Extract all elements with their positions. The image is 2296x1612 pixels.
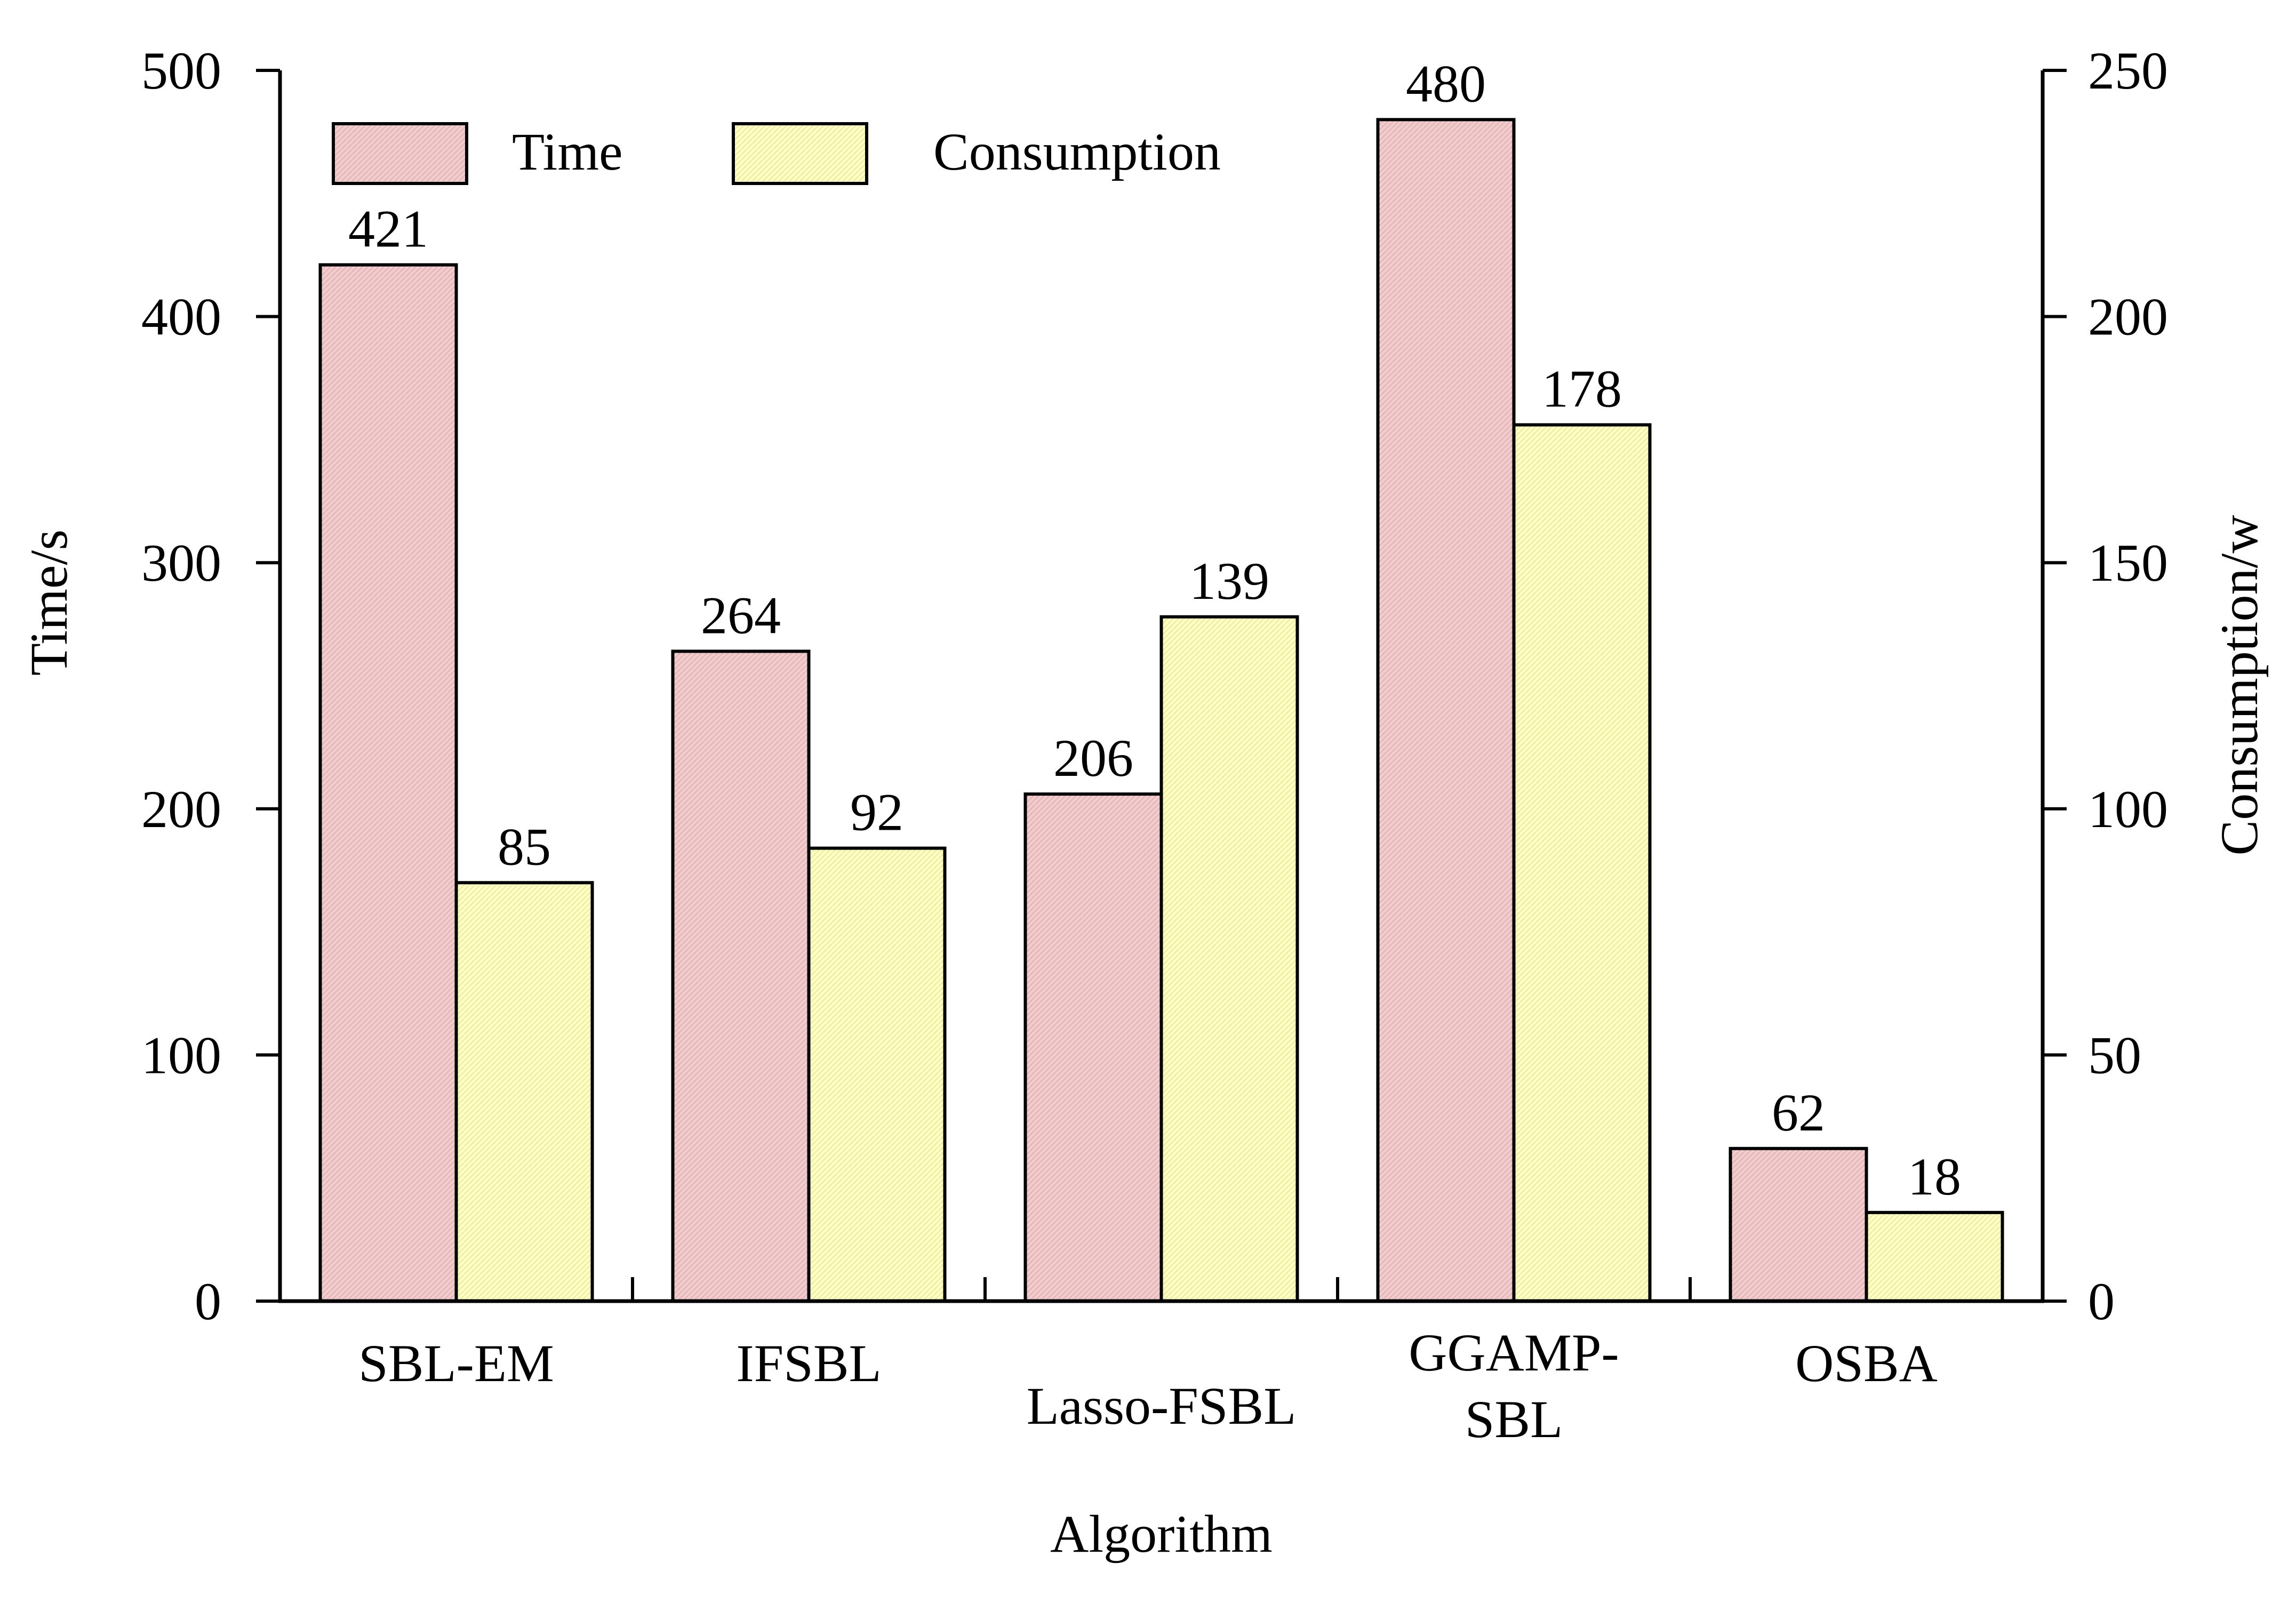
right-y-tick-label: 0 <box>2088 1272 2115 1331</box>
legend-label-consumption: Consumption <box>933 122 1221 181</box>
left-y-axis-title: Time/s <box>19 530 78 676</box>
right-y-tick-label: 200 <box>2088 287 2168 347</box>
legend-swatch-time <box>332 122 468 185</box>
legend-swatch-consumption <box>732 122 868 185</box>
right-y-tick-label: 100 <box>2088 780 2168 839</box>
bar-time-5 <box>1729 1146 1868 1303</box>
legend: Time Consumption <box>332 122 1221 185</box>
data-label-consumption-2: 92 <box>850 783 903 842</box>
legend-label-time: Time <box>512 122 623 181</box>
data-label-time-5: 62 <box>1772 1083 1825 1142</box>
bar-consumption-4 <box>1512 423 1652 1303</box>
bars-layer <box>318 118 2004 1303</box>
bar-time-3 <box>1023 792 1163 1303</box>
left-y-tick-label: 100 <box>141 1025 221 1085</box>
bar-consumption-1 <box>454 881 594 1303</box>
left-y-tick-label: 500 <box>141 41 221 100</box>
right-y-tick-label: 150 <box>2088 533 2168 592</box>
right-y-tick-label: 50 <box>2088 1025 2141 1085</box>
left-y-tick-label: 300 <box>141 533 221 592</box>
bar-consumption-3 <box>1159 615 1299 1303</box>
axes-layer <box>256 69 2067 1303</box>
category-label-1: SBL-EM <box>358 1334 554 1393</box>
right-y-tick-label: 250 <box>2088 41 2168 100</box>
data-label-time-1: 421 <box>348 199 428 259</box>
right-y-axis-title: Consumption/w <box>2210 515 2269 856</box>
left-y-tick-label: 400 <box>141 287 221 347</box>
x-axis-title: Algorithm <box>1050 1504 1273 1563</box>
left-y-tick-label: 0 <box>195 1272 221 1331</box>
category-label-3: Lasso-FSBL <box>1027 1376 1297 1435</box>
data-label-time-2: 264 <box>701 586 781 645</box>
data-label-consumption-5: 18 <box>1908 1147 1961 1206</box>
data-label-time-3: 206 <box>1053 728 1133 788</box>
text-layer: 421 264 206 480 62 85 92 139 178 18 0 100 200 300 400 5… <box>19 41 2269 1563</box>
data-label-consumption-3: 139 <box>1189 551 1269 611</box>
bar-time-4 <box>1376 118 1516 1303</box>
bar-consumption-2 <box>807 846 947 1303</box>
category-label-5: OSBA <box>1795 1334 1938 1393</box>
left-y-tick-label: 200 <box>141 780 221 839</box>
category-label-4: GGAMP-SBL <box>1409 1323 1619 1449</box>
data-label-consumption-1: 85 <box>498 817 551 876</box>
bar-consumption-5 <box>1865 1210 2004 1303</box>
data-label-time-4: 480 <box>1406 54 1486 113</box>
bar-time-2 <box>671 649 811 1303</box>
category-label-2: IFSBL <box>736 1334 881 1393</box>
bar-time-1 <box>318 263 458 1303</box>
data-label-consumption-4: 178 <box>1542 359 1622 419</box>
